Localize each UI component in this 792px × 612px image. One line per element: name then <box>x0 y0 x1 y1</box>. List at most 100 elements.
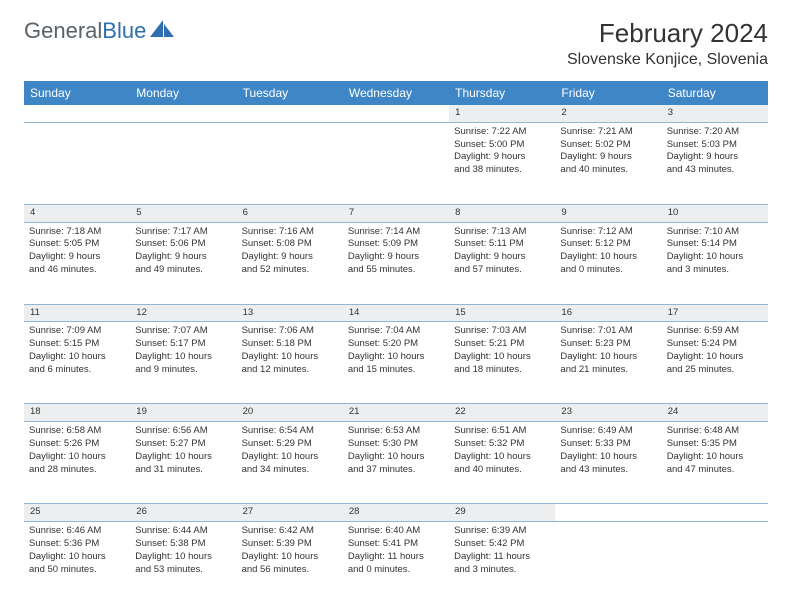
day-number-cell: 8 <box>449 204 555 222</box>
day-cell: Sunrise: 6:51 AMSunset: 5:32 PMDaylight:… <box>449 422 555 504</box>
day-number-cell: 2 <box>555 105 661 122</box>
day-cell: Sunrise: 6:56 AMSunset: 5:27 PMDaylight:… <box>130 422 236 504</box>
day-number-cell <box>343 105 449 122</box>
sunrise-text: Sunrise: 6:53 AM <box>348 425 444 438</box>
sunset-text: Sunset: 5:27 PM <box>135 438 231 451</box>
calendar-table: SundayMondayTuesdayWednesdayThursdayFrid… <box>24 81 768 604</box>
sunset-text: Sunset: 5:33 PM <box>560 438 656 451</box>
sunset-text: Sunset: 5:29 PM <box>242 438 338 451</box>
sunrise-text: Sunrise: 6:49 AM <box>560 425 656 438</box>
daylight-text-2: and 6 minutes. <box>29 364 125 377</box>
sunset-text: Sunset: 5:21 PM <box>454 338 550 351</box>
day-cell <box>343 122 449 204</box>
weekday-header: Saturday <box>662 81 768 105</box>
daylight-text-2: and 57 minutes. <box>454 264 550 277</box>
daylight-text-2: and 43 minutes. <box>667 164 763 177</box>
daylight-text-1: Daylight: 10 hours <box>560 351 656 364</box>
sunset-text: Sunset: 5:06 PM <box>135 238 231 251</box>
daylight-text-1: Daylight: 9 hours <box>242 251 338 264</box>
daylight-text-1: Daylight: 10 hours <box>29 351 125 364</box>
day-cell: Sunrise: 7:07 AMSunset: 5:17 PMDaylight:… <box>130 322 236 404</box>
sunset-text: Sunset: 5:41 PM <box>348 538 444 551</box>
sunset-text: Sunset: 5:11 PM <box>454 238 550 251</box>
day-number-cell: 9 <box>555 204 661 222</box>
sail-icon <box>150 18 176 44</box>
daylight-text-2: and 0 minutes. <box>560 264 656 277</box>
daylight-text-2: and 56 minutes. <box>242 564 338 577</box>
sunrise-text: Sunrise: 6:40 AM <box>348 525 444 538</box>
daylight-text-1: Daylight: 10 hours <box>242 451 338 464</box>
sunset-text: Sunset: 5:05 PM <box>29 238 125 251</box>
daylight-text-1: Daylight: 10 hours <box>135 451 231 464</box>
sunrise-text: Sunrise: 7:20 AM <box>667 126 763 139</box>
day-cell: Sunrise: 7:13 AMSunset: 5:11 PMDaylight:… <box>449 222 555 304</box>
weekday-header: Monday <box>130 81 236 105</box>
daylight-text-1: Daylight: 9 hours <box>348 251 444 264</box>
calendar-head: SundayMondayTuesdayWednesdayThursdayFrid… <box>24 81 768 105</box>
sunrise-text: Sunrise: 6:42 AM <box>242 525 338 538</box>
daylight-text-1: Daylight: 10 hours <box>135 551 231 564</box>
daylight-text-2: and 52 minutes. <box>242 264 338 277</box>
sunset-text: Sunset: 5:03 PM <box>667 139 763 152</box>
day-cell: Sunrise: 6:40 AMSunset: 5:41 PMDaylight:… <box>343 522 449 604</box>
sunset-text: Sunset: 5:15 PM <box>29 338 125 351</box>
weekday-header: Thursday <box>449 81 555 105</box>
logo-text-1: General <box>24 18 102 44</box>
daylight-text-2: and 31 minutes. <box>135 464 231 477</box>
sunrise-text: Sunrise: 7:16 AM <box>242 226 338 239</box>
day-number-cell: 27 <box>237 504 343 522</box>
day-number-cell: 17 <box>662 304 768 322</box>
day-cell: Sunrise: 6:44 AMSunset: 5:38 PMDaylight:… <box>130 522 236 604</box>
day-cell: Sunrise: 7:10 AMSunset: 5:14 PMDaylight:… <box>662 222 768 304</box>
sunrise-text: Sunrise: 7:03 AM <box>454 325 550 338</box>
daylight-text-2: and 34 minutes. <box>242 464 338 477</box>
day-number-cell: 19 <box>130 404 236 422</box>
day-number-cell: 1 <box>449 105 555 122</box>
daylight-text-1: Daylight: 9 hours <box>454 151 550 164</box>
sunrise-text: Sunrise: 7:14 AM <box>348 226 444 239</box>
day-cell: Sunrise: 7:09 AMSunset: 5:15 PMDaylight:… <box>24 322 130 404</box>
sunset-text: Sunset: 5:14 PM <box>667 238 763 251</box>
daylight-text-1: Daylight: 10 hours <box>454 451 550 464</box>
daylight-text-2: and 3 minutes. <box>454 564 550 577</box>
daylight-text-2: and 3 minutes. <box>667 264 763 277</box>
sunrise-text: Sunrise: 6:59 AM <box>667 325 763 338</box>
sunset-text: Sunset: 5:35 PM <box>667 438 763 451</box>
day-content-row: Sunrise: 7:18 AMSunset: 5:05 PMDaylight:… <box>24 222 768 304</box>
daylight-text-1: Daylight: 10 hours <box>454 351 550 364</box>
daylight-text-1: Daylight: 9 hours <box>29 251 125 264</box>
day-number-cell: 20 <box>237 404 343 422</box>
day-cell <box>662 522 768 604</box>
sunset-text: Sunset: 5:02 PM <box>560 139 656 152</box>
day-cell: Sunrise: 7:14 AMSunset: 5:09 PMDaylight:… <box>343 222 449 304</box>
daylight-text-1: Daylight: 11 hours <box>454 551 550 564</box>
day-number-cell: 14 <box>343 304 449 322</box>
day-number-cell: 12 <box>130 304 236 322</box>
daylight-text-2: and 55 minutes. <box>348 264 444 277</box>
daylight-text-1: Daylight: 10 hours <box>667 351 763 364</box>
day-number-cell <box>237 105 343 122</box>
sunset-text: Sunset: 5:24 PM <box>667 338 763 351</box>
day-number-cell: 6 <box>237 204 343 222</box>
sunset-text: Sunset: 5:26 PM <box>29 438 125 451</box>
day-number-cell <box>24 105 130 122</box>
day-cell <box>555 522 661 604</box>
day-cell: Sunrise: 7:22 AMSunset: 5:00 PMDaylight:… <box>449 122 555 204</box>
day-cell: Sunrise: 6:49 AMSunset: 5:33 PMDaylight:… <box>555 422 661 504</box>
sunrise-text: Sunrise: 6:58 AM <box>29 425 125 438</box>
daylight-text-1: Daylight: 10 hours <box>560 451 656 464</box>
day-number-cell <box>130 105 236 122</box>
sunrise-text: Sunrise: 7:01 AM <box>560 325 656 338</box>
daylight-text-1: Daylight: 10 hours <box>242 551 338 564</box>
day-number-cell: 29 <box>449 504 555 522</box>
sunset-text: Sunset: 5:00 PM <box>454 139 550 152</box>
sunrise-text: Sunrise: 7:22 AM <box>454 126 550 139</box>
daylight-text-2: and 21 minutes. <box>560 364 656 377</box>
daylight-text-2: and 40 minutes. <box>454 464 550 477</box>
daylight-text-2: and 18 minutes. <box>454 364 550 377</box>
sunrise-text: Sunrise: 7:17 AM <box>135 226 231 239</box>
daylight-text-2: and 25 minutes. <box>667 364 763 377</box>
sunset-text: Sunset: 5:20 PM <box>348 338 444 351</box>
sunset-text: Sunset: 5:36 PM <box>29 538 125 551</box>
sunrise-text: Sunrise: 7:10 AM <box>667 226 763 239</box>
